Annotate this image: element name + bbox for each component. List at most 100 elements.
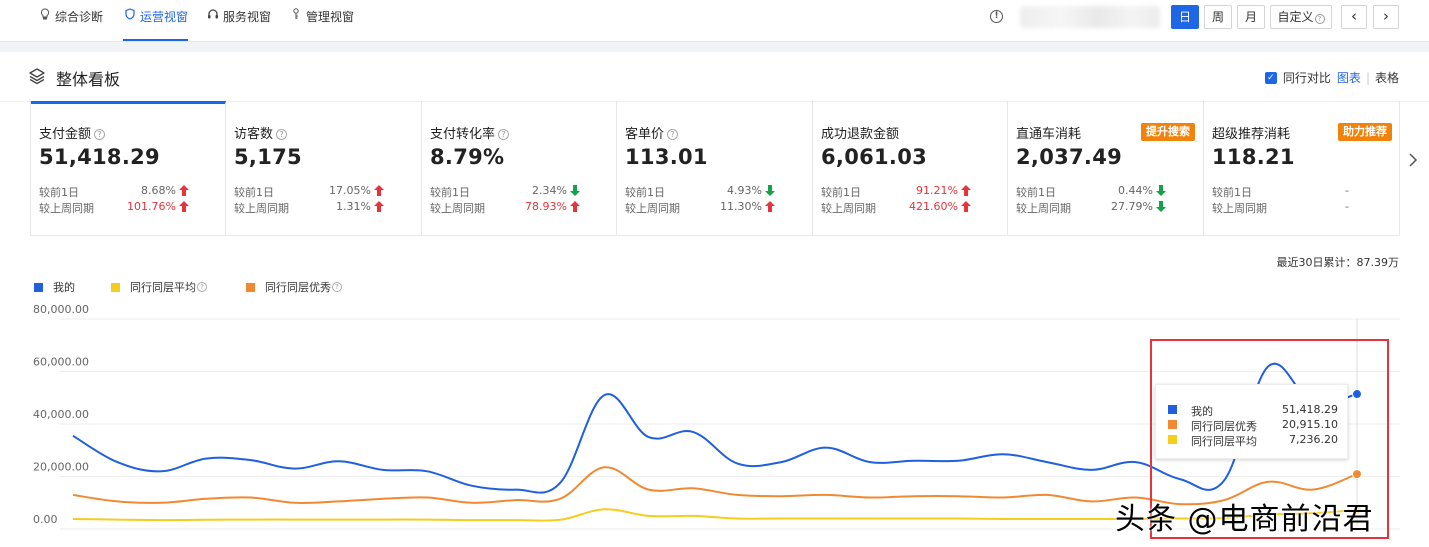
key-icon [289, 0, 303, 34]
tooltip-swatch [1168, 405, 1177, 414]
day-compare-label: 较前1日 [234, 186, 274, 199]
tooltip-swatch [1168, 435, 1177, 444]
metric-card[interactable]: 访客数? 5,175 较前1日较上周同期 17.05% 1.31% [226, 101, 422, 236]
view-table-link[interactable]: 表格 [1374, 71, 1399, 85]
help-icon: ? [197, 282, 207, 292]
y-tick-label: 20,000.00 [33, 461, 89, 474]
period-week-button[interactable]: 周 [1204, 5, 1232, 29]
tab-service[interactable]: 服务视窗 [206, 0, 271, 42]
tooltip-row-top: 同行同层优秀 20,915.10 [1168, 418, 1338, 433]
legend-item-mine[interactable]: 我的 [34, 279, 75, 295]
help-icon[interactable]: ? [498, 129, 510, 140]
arrow-up-icon [961, 201, 971, 215]
day-compare-label: 较前1日 [625, 186, 665, 199]
day-compare-label: 较前1日 [39, 186, 79, 199]
custom-period-button[interactable]: 自定义? [1270, 5, 1332, 29]
cumulative-total: 最近30日累计：87.39万 [1276, 256, 1400, 269]
week-compare-pct: 27.79% [1111, 200, 1153, 213]
series-point-2[interactable] [1352, 469, 1362, 480]
prev-button[interactable]: ‹ [1341, 5, 1367, 29]
metric-label: 访客数? [234, 123, 288, 142]
tooltip-row-avg: 同行同层平均 7,236.20 [1168, 433, 1338, 448]
week-compare-label: 较上周同期 [234, 202, 289, 215]
metric-label-text: 客单价 [625, 127, 665, 142]
metric-label-text: 直通车消耗 [1016, 127, 1082, 142]
metric-card[interactable]: 客单价? 113.01 较前1日 较上周同期 4.93% 11.30% [617, 101, 813, 236]
metric-card[interactable]: 成功退款金额 6,061.03 较前1日 较上周同期 91.21% 421.60% [813, 101, 1008, 236]
metric-label: 直通车消耗 [1016, 123, 1081, 142]
next-button[interactable]: › [1373, 5, 1399, 29]
metric-label-text: 支付金额 [39, 127, 92, 142]
arrow-down-icon [1156, 185, 1166, 199]
chart-tooltip: 我的 51,418.29 同行同层优秀 20,915.10 同行同层平均 7,2… [1155, 384, 1348, 459]
tab-diagnosis[interactable]: 综合诊断 [38, 0, 103, 42]
help-icon: ? [332, 282, 342, 292]
panel-title: 整体看板 [56, 70, 121, 89]
y-tick-label: 80,000.00 [33, 303, 89, 316]
legend-item-top[interactable]: 同行同层优秀 ? [246, 279, 342, 295]
day-compare-pct: 91.21% [916, 184, 958, 197]
tab-label: 运营视窗 [140, 10, 189, 24]
week-compare-label: 较上周同期 [1212, 202, 1267, 215]
week-compare-pct: - [1345, 200, 1349, 213]
arrow-up-icon [179, 201, 189, 215]
metric-card[interactable]: 支付转化率? 8.79% 较前1日 较上周同期 2.34% 78.93% [422, 101, 617, 236]
week-compare-pct: 421.60% [909, 200, 958, 213]
week-compare-pct: 11.30% [720, 200, 762, 213]
tooltip-name: 同行同层平均 [1191, 435, 1257, 448]
metric-value: 8.79% [430, 145, 505, 169]
info-icon[interactable]: ! [990, 10, 1003, 23]
series-line-2 [72, 466, 1358, 506]
week-compare-pct: 1.31% [336, 200, 371, 213]
tab-operations[interactable]: 运营视窗 [123, 0, 189, 42]
legend-item-avg[interactable]: 同行同层平均 ? [111, 279, 207, 295]
view-chart-link[interactable]: 图表 [1336, 71, 1361, 85]
week-compare-pct: 101.76% [127, 200, 176, 213]
day-compare-label: 较前1日 [430, 186, 470, 199]
tab-label: 管理视窗 [306, 10, 355, 24]
metric-label-text: 访客数 [234, 127, 274, 142]
divider: | [1365, 70, 1370, 85]
day-compare-label: 较前1日 [821, 186, 861, 199]
period-month-button[interactable]: 月 [1237, 5, 1265, 29]
custom-period-label: 自定义 [1277, 10, 1314, 24]
help-icon[interactable]: ? [94, 129, 106, 140]
metric-value: 118.21 [1212, 145, 1295, 169]
tooltip-row-mine: 我的 51,418.29 [1168, 403, 1338, 418]
promo-tag[interactable]: 提升搜索 [1141, 123, 1195, 141]
metric-value: 6,061.03 [821, 145, 928, 169]
metric-value: 5,175 [234, 145, 302, 169]
day-compare-pct: 17.05% [329, 184, 371, 197]
help-icon: ? [1314, 14, 1325, 24]
legend-swatch [111, 282, 120, 292]
top-nav: 综合诊断 运营视窗 服务视窗 管理视窗 ! 日 周 月 自定义? ‹ › [0, 0, 1429, 42]
help-icon[interactable]: ? [667, 129, 679, 140]
section-divider [0, 42, 1429, 52]
help-icon[interactable]: ? [276, 129, 288, 140]
metric-label-text: 支付转化率 [430, 127, 496, 142]
compare-checkbox[interactable]: ✓ [1264, 71, 1277, 84]
shield-icon [123, 0, 137, 34]
metric-card[interactable]: 直通车消耗 提升搜索 2,037.49 较前1日 较上周同期 0.44% 27.79% [1008, 101, 1204, 236]
cards-next-arrow[interactable] [1408, 152, 1418, 171]
tooltip-name: 我的 [1191, 405, 1213, 418]
day-compare-pct: 8.68% [141, 184, 176, 197]
blurred-store-name [1020, 6, 1160, 28]
tooltip-value: 20,915.10 [1282, 418, 1338, 431]
series-point-1[interactable] [1352, 505, 1362, 516]
arrow-up-icon [374, 201, 384, 215]
metric-label: 成功退款金额 [821, 123, 899, 142]
metric-card[interactable]: 超级推荐消耗 助力推荐 118.21 较前1日 较上周同期 - - [1204, 101, 1400, 236]
y-tick-label: 40,000.00 [33, 408, 89, 421]
series-line-1 [72, 508, 1358, 522]
trend-chart: 80,000.00 60,000.00 40,000.00 20,000.00 0.00 [0, 300, 1429, 547]
week-compare-label: 较上周同期 [1016, 202, 1071, 215]
series-point-0[interactable] [1352, 389, 1362, 400]
metric-card[interactable]: 支付金额? 51,418.29 较前1日 较上周同期 8.68% 101.76% [31, 101, 226, 236]
week-compare-pct: 78.93% [525, 200, 567, 213]
week-compare-label: 较上周同期 [430, 202, 485, 215]
tab-management[interactable]: 管理视窗 [289, 0, 354, 42]
promo-tag[interactable]: 助力推荐 [1338, 123, 1392, 141]
period-day-button[interactable]: 日 [1171, 5, 1199, 29]
metric-label: 超级推荐消耗 [1212, 123, 1290, 142]
